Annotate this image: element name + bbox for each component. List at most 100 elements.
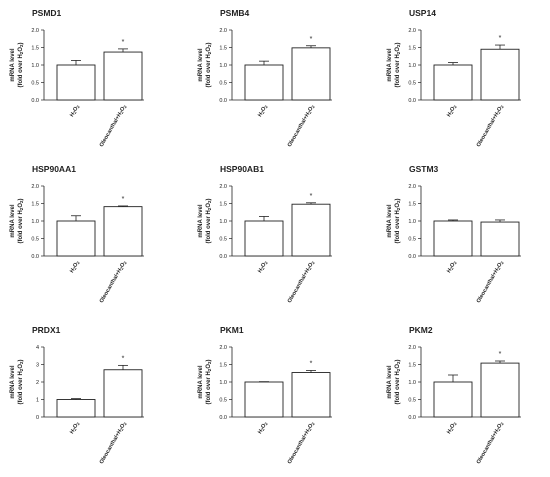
y-tick-label: 0.0 (31, 254, 39, 260)
y-axis-label: mRNA level (10, 48, 16, 81)
y-axis-label: mRNA level (387, 48, 393, 81)
y-axis-label: mRNA level (387, 365, 393, 398)
y-tick-label: 1.5 (219, 202, 227, 208)
significance-mark: * (310, 193, 313, 200)
bar-h2o2 (433, 220, 473, 257)
x-category-label: H2O2 (446, 259, 458, 274)
y-tick-label: 0.0 (219, 415, 227, 421)
bar-h2o2 (56, 220, 96, 257)
x-category-label: H2O2 (257, 420, 269, 435)
y-tick-label: 1.5 (31, 202, 39, 208)
x-category-label: Oleocanthal+H2O2 (476, 259, 505, 304)
bar-oleocanthal-h2o2 (103, 206, 143, 257)
x-category-label: H2O2 (446, 420, 458, 435)
y-tick-label: 0.0 (219, 98, 227, 104)
y-tick-label: 2.0 (31, 184, 39, 190)
y-tick-label: 0 (36, 415, 39, 421)
chart-title: HSP90AB1 (220, 164, 264, 174)
y-axis-label-2: (fold over H2O2) (18, 359, 24, 404)
y-tick-label: 2.0 (219, 184, 227, 190)
significance-mark: * (499, 35, 502, 42)
bar-oleocanthal-h2o2 (103, 51, 143, 101)
bar-h2o2 (433, 64, 473, 101)
y-tick-label: 1.5 (408, 46, 416, 52)
x-category-label: Oleocanthal+H2O2 (287, 103, 316, 148)
y-axis-label-2: (fold over H2O2) (395, 359, 401, 404)
y-axis-label-2: (fold over H2O2) (18, 42, 24, 87)
y-tick-label: 0.0 (219, 254, 227, 260)
y-tick-label: 1.0 (408, 380, 416, 386)
y-tick-label: 0.5 (408, 237, 416, 243)
y-tick-label: 1.0 (408, 63, 416, 69)
x-category-label: H2O2 (446, 103, 458, 118)
bar-h2o2 (56, 64, 96, 101)
significance-mark: * (122, 196, 125, 203)
y-axis-label-2: (fold over H2O2) (206, 198, 212, 243)
bar-oleocanthal-h2o2 (480, 362, 520, 418)
y-tick-label: 3 (36, 363, 39, 369)
bar-oleocanthal-h2o2 (291, 47, 331, 101)
y-tick-label: 1.5 (31, 46, 39, 52)
y-tick-label: 2.0 (31, 28, 39, 34)
y-tick-label: 1.5 (408, 363, 416, 369)
y-tick-label: 1.5 (219, 46, 227, 52)
x-category-label: H2O2 (257, 259, 269, 274)
y-tick-label: 2.0 (408, 345, 416, 351)
y-tick-label: 0.5 (31, 237, 39, 243)
y-tick-label: 2 (36, 380, 39, 386)
y-tick-label: 1.0 (219, 380, 227, 386)
significance-mark: * (122, 39, 125, 46)
y-tick-label: 1.0 (31, 63, 39, 69)
y-tick-label: 1.5 (219, 363, 227, 369)
y-tick-label: 2.0 (408, 28, 416, 34)
panel-pkm1: PKM1 mRNA level (fold over H2O2) 0.0 0.5 1.0 1… (198, 325, 332, 465)
panel-hsp90aa1: HSP90AA1 mRNA level (fold over H2O2) 0.0 0.5… (10, 164, 144, 304)
bar-oleocanthal-h2o2 (291, 203, 331, 257)
y-axis-label: mRNA level (198, 365, 204, 398)
y-axis-label-2: (fold over H2O2) (206, 42, 212, 87)
panel-gstm3: GSTM3 mRNA level (fold over H2O2) 0.0 0.5 1.0… (387, 164, 521, 304)
x-category-label: Oleocanthal+H2O2 (99, 259, 128, 304)
chart-title: PRDX1 (32, 325, 61, 335)
x-category-label: H2O2 (69, 103, 81, 118)
y-tick-label: 0.5 (31, 81, 39, 87)
significance-mark: * (310, 36, 313, 43)
y-axis-label: mRNA level (198, 204, 204, 237)
chart-title: PSMD1 (32, 8, 62, 18)
bar-oleocanthal-h2o2 (480, 221, 520, 257)
bar-oleocanthal-h2o2 (103, 369, 143, 418)
y-tick-label: 1.0 (31, 219, 39, 225)
bar-h2o2 (244, 381, 284, 418)
chart-title: GSTM3 (409, 164, 439, 174)
x-category-label: Oleocanthal+H2O2 (99, 103, 128, 148)
y-axis-label: mRNA level (387, 204, 393, 237)
panel-usp14: USP14 mRNA level (fold over H2O2) 0.0 0.5 1.0… (387, 8, 521, 148)
significance-mark: * (122, 355, 125, 362)
y-axis-label-2: (fold over H2O2) (18, 198, 24, 243)
y-axis-label-2: (fold over H2O2) (395, 42, 401, 87)
x-category-label: Oleocanthal+H2O2 (476, 103, 505, 148)
y-tick-label: 1.5 (408, 202, 416, 208)
y-tick-label: 0.5 (219, 398, 227, 404)
chart-title: PKM2 (409, 325, 433, 335)
y-tick-label: 0.0 (408, 415, 416, 421)
panel-psmb4: PSMB4 mRNA level (fold over H2O2) 0.0 0.5 1.0… (198, 8, 332, 148)
x-category-label: Oleocanthal+H2O2 (287, 259, 316, 304)
y-tick-label: 0.0 (31, 98, 39, 104)
y-tick-label: 0.5 (219, 81, 227, 87)
bar-h2o2 (433, 381, 473, 418)
panel-hsp90ab1: HSP90AB1 mRNA level (fold over H2O2) 0.0 0.5… (198, 164, 332, 304)
x-category-label: H2O2 (69, 259, 81, 274)
y-tick-label: 0.5 (408, 81, 416, 87)
y-tick-label: 0.5 (408, 398, 416, 404)
y-tick-label: 0.0 (408, 98, 416, 104)
bar-oleocanthal-h2o2 (480, 48, 520, 101)
x-category-label: Oleocanthal+H2O2 (99, 420, 128, 465)
y-tick-label: 1 (36, 398, 39, 404)
x-category-label: H2O2 (69, 420, 81, 435)
chart-title: HSP90AA1 (32, 164, 76, 174)
y-axis-label: mRNA level (10, 204, 16, 237)
chart-title: USP14 (409, 8, 436, 18)
panel-pkm2: PKM2 mRNA level (fold over H2O2) 0.0 0.5 1.0 1… (387, 325, 521, 465)
